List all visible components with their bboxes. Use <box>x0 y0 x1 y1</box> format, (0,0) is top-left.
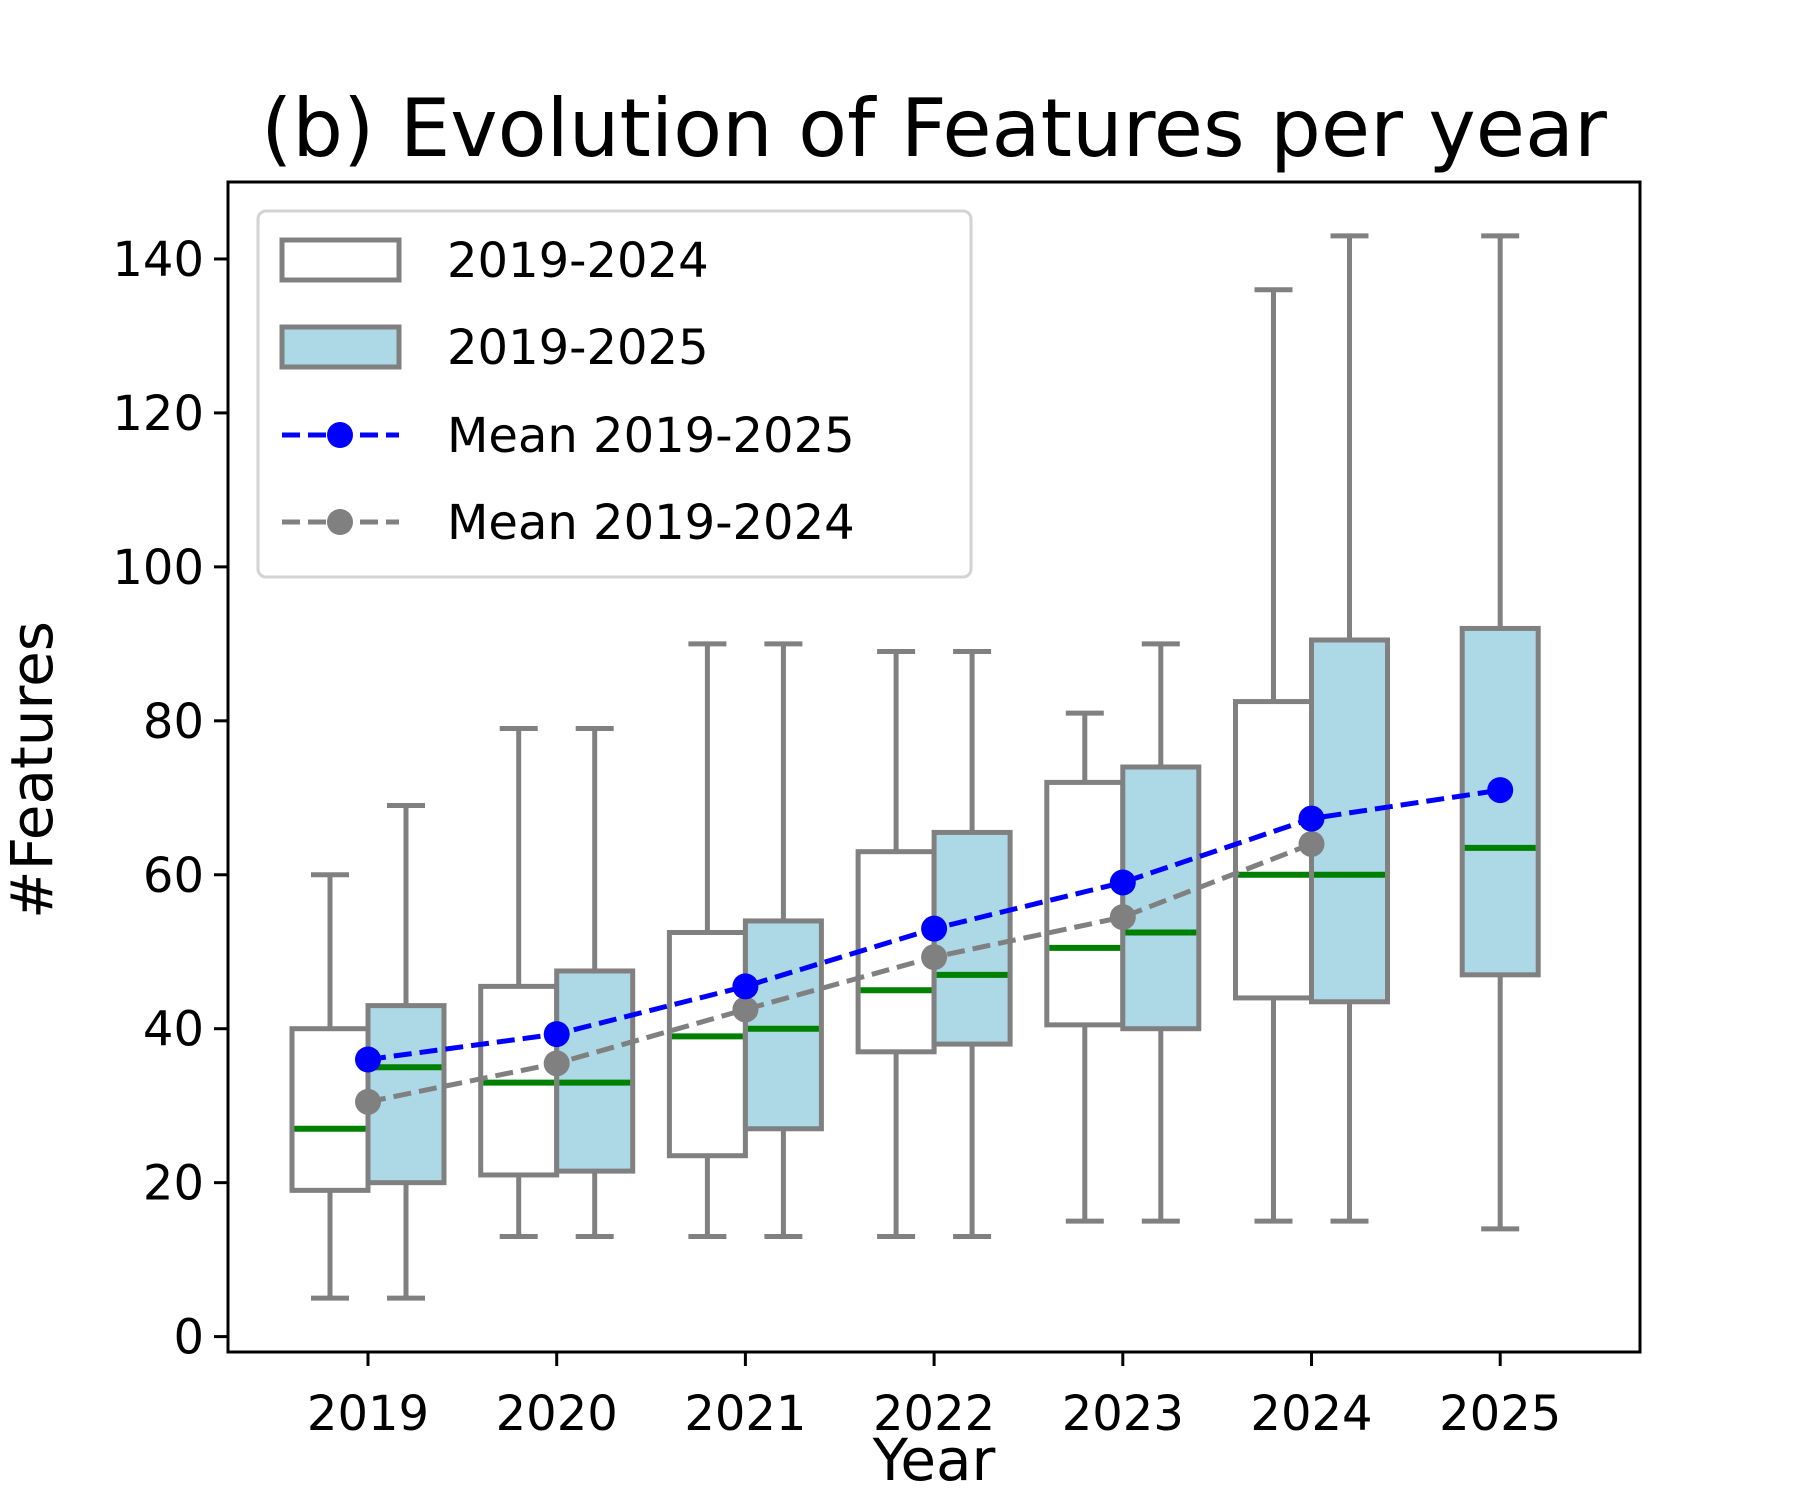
y-tick-label: 0 <box>173 1310 204 1366</box>
box-2019-2025-2021 <box>742 641 824 1240</box>
mean-point-2024 <box>1298 830 1325 857</box>
x-tick-label: 2020 <box>496 1386 618 1442</box>
legend-marker-Mean 2019-2024 <box>327 509 353 535</box>
mean-point-2019 <box>355 1046 381 1073</box>
box-iqr <box>365 1003 447 1186</box>
mean-point-2022 <box>921 944 948 971</box>
x-axis-label: Year <box>872 1426 996 1494</box>
x-tick-label: 2023 <box>1062 1386 1184 1442</box>
mean-point-2021 <box>732 996 759 1023</box>
box-iqr <box>931 829 1013 1047</box>
mean-series-Mean 2019-2024 <box>355 830 1325 1115</box>
legend-label: Mean 2019-2024 <box>447 495 855 551</box>
mean-point-2023 <box>1109 869 1136 896</box>
box-iqr <box>1044 779 1126 1028</box>
y-tick-label: 40 <box>143 1002 204 1058</box>
legend-frame <box>256 209 973 579</box>
mean-point-2021 <box>732 973 759 1000</box>
legend-swatch-2019-2025 <box>279 324 402 370</box>
mean-point-2020 <box>543 1050 570 1077</box>
x-tick-label: 2021 <box>684 1386 806 1442</box>
x-tick-label: 2024 <box>1250 1386 1372 1442</box>
box-2019-2025-2022 <box>931 649 1013 1240</box>
y-tick-label: 60 <box>143 848 204 904</box>
box-iqr <box>554 968 636 1174</box>
box-iqr <box>742 918 824 1132</box>
box-2019-2025-2023 <box>1120 641 1202 1224</box>
mean-point-2023 <box>1109 904 1136 931</box>
box-2019-2025-2020 <box>554 726 636 1240</box>
mean-point-2022 <box>921 915 948 942</box>
chart-title: (b) Evolution of Features per year <box>261 82 1607 175</box>
box-2019-2024-2023 <box>1044 710 1126 1224</box>
axes: 0 20 40 60 80 100 120 140 2019 2020 2021 2022 2023 20… <box>112 180 1642 1442</box>
x-tick-label: 2022 <box>873 1386 995 1442</box>
y-tick-label: 120 <box>112 386 204 442</box>
box-iqr <box>289 1026 371 1193</box>
mean-point-2020 <box>543 1021 570 1048</box>
legend: 2019-2024 2019-2025 Mean 2019-2025 Mean 201… <box>256 209 973 579</box>
legend-marker-Mean 2019-2025 <box>327 422 353 448</box>
y-tick-label: 80 <box>143 694 204 750</box>
legend-label: 2019-2025 <box>447 320 709 376</box>
mean-point-2019 <box>355 1088 381 1115</box>
legend-swatch-2019-2024 <box>279 237 402 283</box>
legend-label: 2019-2024 <box>447 233 709 289</box>
y-tick-label: 100 <box>112 540 204 596</box>
y-tick-label: 140 <box>112 232 204 288</box>
box-iqr <box>666 929 748 1159</box>
box-iqr <box>1120 764 1202 1032</box>
y-tick-label: 20 <box>143 1156 204 1212</box>
y-axis-label: #Features <box>0 621 66 919</box>
mean-point-2024 <box>1298 805 1325 832</box>
mean-series-Mean 2019-2025 <box>355 777 1514 1073</box>
mean-point-2025 <box>1487 777 1514 804</box>
x-tick-label: 2025 <box>1439 1386 1561 1442</box>
mean-line <box>367 841 1313 1105</box>
legend-label: Mean 2019-2025 <box>447 408 855 464</box>
box-2019-2025-2019 <box>365 802 447 1301</box>
box-2019-2024-2021 <box>666 641 748 1240</box>
x-tick-label: 2019 <box>307 1386 429 1442</box>
plot-area <box>289 233 1541 1301</box>
